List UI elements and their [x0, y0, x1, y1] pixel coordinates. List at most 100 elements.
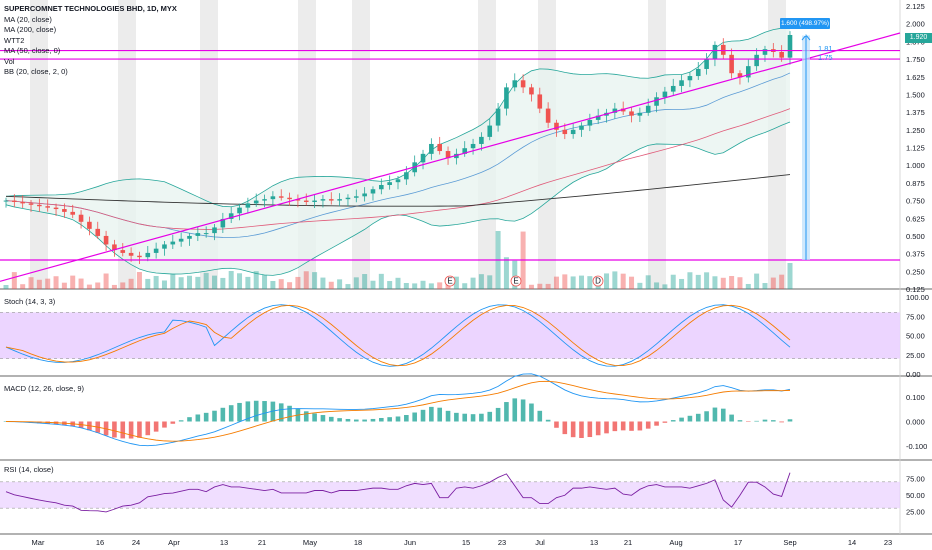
- time-tick-8: Jun: [404, 538, 416, 547]
- volume-bar: [512, 260, 518, 289]
- price-tick-4: 1.625: [906, 73, 925, 82]
- macd-histogram-bar: [195, 414, 201, 422]
- volume-bar: [45, 278, 51, 289]
- volume-bar: [620, 273, 626, 289]
- candle-body: [520, 80, 526, 88]
- macd-histogram-bar: [745, 421, 751, 422]
- candle-body: [212, 227, 217, 234]
- macd-histogram-bar: [370, 418, 376, 422]
- candle-body: [237, 207, 242, 214]
- macd-histogram-bar: [362, 419, 367, 422]
- legend-item-ma200[interactable]: MA (200, close): [4, 25, 57, 34]
- volume-bar: [562, 274, 568, 289]
- macd-histogram-bar: [570, 421, 576, 438]
- macd-histogram-bar: [712, 407, 718, 422]
- candle-body: [95, 228, 101, 236]
- volume-bar: [70, 275, 76, 289]
- macd-histogram-bar: [479, 413, 484, 422]
- macd-histogram-bar: [437, 407, 443, 422]
- macd-tick-2: -0.100: [906, 442, 927, 451]
- volume-bar: [128, 278, 134, 289]
- macd-histogram-bar: [654, 421, 659, 426]
- volume-bar: [612, 271, 618, 289]
- price-tick-5: 1.500: [906, 90, 925, 99]
- volume-bar: [712, 276, 718, 289]
- candle-body: [262, 199, 267, 201]
- macd-histogram-bar: [487, 411, 493, 422]
- candle-body: [595, 115, 601, 120]
- candle-body: [645, 105, 651, 113]
- candle-body: [320, 199, 326, 201]
- candle-body: [187, 235, 192, 239]
- macd-histogram-bar: [387, 417, 392, 422]
- macd-histogram-bar: [178, 420, 184, 422]
- macd-histogram-bar: [303, 411, 309, 422]
- stoch-tick-4: 0.00: [906, 370, 921, 379]
- rsi-title[interactable]: RSI (14, close): [4, 465, 54, 474]
- volume-bar: [470, 277, 476, 289]
- candle-body: [470, 143, 476, 149]
- macd-histogram-bar: [220, 407, 226, 422]
- candle-body: [78, 214, 84, 222]
- legend-item-ma50[interactable]: MA (50, close, 0): [4, 46, 61, 55]
- macd-histogram-bar: [695, 413, 701, 422]
- time-tick-11: Jul: [535, 538, 545, 547]
- time-tick-3: Apr: [168, 538, 180, 547]
- macd-line: [5, 373, 791, 447]
- volume-bar: [487, 275, 493, 289]
- macd-histogram-bar: [137, 421, 142, 438]
- time-tick-12: 13: [590, 538, 598, 547]
- candle-body: [695, 68, 701, 77]
- candle-body: [337, 199, 342, 201]
- macd-histogram-bar: [620, 421, 626, 431]
- stoch-title[interactable]: Stoch (14, 3, 3): [4, 297, 56, 306]
- macd-histogram-bar: [670, 420, 676, 422]
- candle-body: [737, 73, 743, 78]
- rsi-tick-1: 50.00: [906, 491, 925, 500]
- volume-bar: [212, 275, 218, 289]
- legend-item-bb[interactable]: BB (20, close, 2, 0): [4, 67, 68, 76]
- stoch-tick-2: 50.00: [906, 332, 925, 341]
- candle-body: [195, 233, 201, 236]
- macd-histogram-bar: [762, 419, 768, 422]
- candle-body: [303, 200, 309, 202]
- volume-bar: [395, 277, 401, 289]
- macd-histogram-bar: [554, 421, 559, 428]
- candle-body: [712, 44, 718, 60]
- macd-histogram-bar: [278, 403, 284, 422]
- candle-body: [462, 148, 468, 154]
- time-tick-13: 21: [624, 538, 632, 547]
- legend-item-ma20[interactable]: MA (20, close): [4, 14, 52, 24]
- price-tick-10: 0.875: [906, 179, 925, 188]
- macd-histogram-bar: [404, 415, 409, 422]
- stoch-tick-3: 25.00: [906, 351, 925, 360]
- candle-body: [487, 125, 493, 137]
- volume-bar: [186, 275, 192, 289]
- macd-histogram-bar: [162, 421, 167, 428]
- volume-bar: [737, 277, 743, 289]
- volume-bar: [578, 275, 584, 289]
- rsi-tick-0: 75.00: [906, 475, 925, 484]
- volume-bar: [704, 272, 710, 289]
- volume-bar: [528, 284, 534, 289]
- macd-histogram-bar: [320, 415, 326, 422]
- price-tick-8: 1.125: [906, 144, 925, 153]
- legend-item-wtt2[interactable]: WTT2: [4, 35, 25, 45]
- macd-histogram-bar: [704, 411, 709, 422]
- macd-histogram-bar: [170, 421, 176, 424]
- macd-histogram-bar: [429, 406, 434, 422]
- legend-item-vol[interactable]: Vol: [4, 56, 15, 66]
- event-marker: [510, 275, 522, 287]
- stoch-tick-0: 100.00: [906, 293, 929, 302]
- session-shade-4: [352, 0, 370, 289]
- volume-bar: [195, 276, 201, 289]
- ma200-line: [5, 174, 791, 207]
- candle-body: [120, 250, 126, 253]
- price-tick-6: 1.375: [906, 108, 925, 117]
- volume-bar: [687, 272, 693, 289]
- macd-title[interactable]: MACD (12, 26, close, 9): [4, 384, 85, 393]
- macd-histogram-bar: [270, 401, 276, 422]
- macd-histogram-bar: [112, 421, 117, 438]
- stoch-d-line: [5, 304, 791, 367]
